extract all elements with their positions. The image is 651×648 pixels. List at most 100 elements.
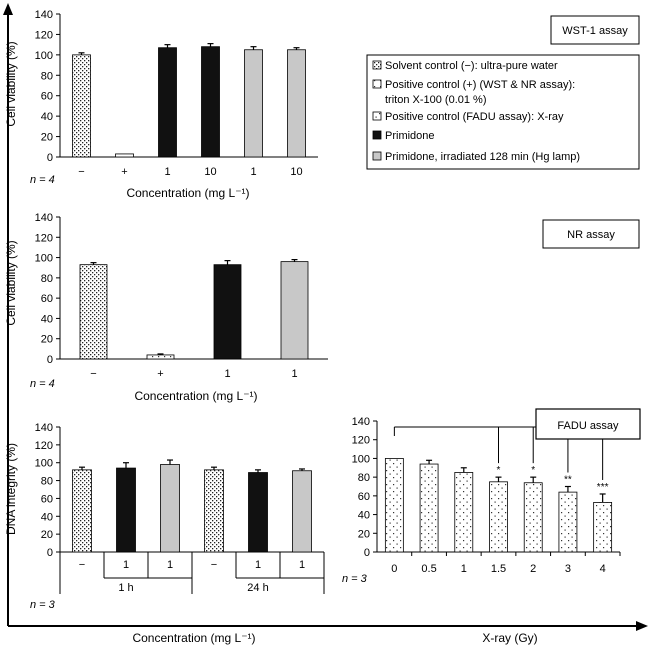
nr-category-label: − [90, 368, 96, 380]
dna-y-tick-label: 120 [35, 440, 53, 452]
dna-bar [292, 470, 312, 553]
nr-y-tick-label: 0 [47, 354, 53, 366]
fadu-y-tick-label: 100 [352, 453, 370, 465]
wst-y-tick-label: 140 [35, 9, 53, 21]
nr-bar [280, 261, 309, 360]
nr-y-tick-label: 40 [41, 313, 53, 325]
nr-category-label: + [157, 368, 163, 380]
wst-bar [72, 54, 91, 158]
legend: Solvent control (−): ultra-pure water Po… [366, 54, 640, 170]
wst-category-label: 10 [290, 166, 302, 178]
wst-y-tick-label: 40 [41, 111, 53, 123]
nr-bar [79, 264, 108, 360]
wst-y-tick-label: 100 [35, 50, 53, 62]
dna-category-label: 1 [299, 559, 305, 571]
nr-y-tick-label: 100 [35, 253, 53, 265]
nr-assay-box: NR assay [542, 219, 640, 249]
nr-y-tick-label: 120 [35, 232, 53, 244]
wst-bar [115, 153, 134, 158]
dna-bar [72, 469, 92, 553]
fadu-bar [419, 463, 439, 553]
legend-label-solvent: Solvent control (−): ultra-pure water [385, 60, 558, 72]
nr-category-label: 1 [224, 368, 230, 380]
dna-group-label: 1 h [118, 582, 133, 594]
fadu-significance-label: * [497, 465, 501, 476]
fadu-significance-label: ** [564, 475, 572, 486]
fadu-y-tick-label: 120 [352, 435, 370, 447]
fadu-category-label: 0 [391, 563, 397, 575]
dna-category-label: 1 [255, 559, 261, 571]
nr-y-tick-label: 20 [41, 334, 53, 346]
fadu-y-tick-label: 80 [358, 472, 370, 484]
legend-swatch-solvent [372, 60, 382, 70]
legend-label-primidone: Primidone [385, 130, 435, 142]
fadu-bar [558, 491, 578, 553]
fadu-y-tick-label: 60 [358, 491, 370, 503]
nr-y-tick-label: 140 [35, 212, 53, 224]
wst-panel: 0 20 40 60 80 100 120 140 − +1 10 1 10 [35, 9, 318, 178]
dna-bar [204, 469, 224, 553]
bottom-x-label: Concentration (mg L⁻¹) [132, 631, 255, 645]
nr-bar [146, 354, 175, 360]
fadu-y-tick-label: 40 [358, 510, 370, 522]
dna-panel: 0 20 40 60 80 100 120 140 − 1 1 − 1 1 1 h 24 h [35, 422, 325, 594]
wst-y-tick-label: 0 [47, 152, 53, 164]
wst-x-label: Concentration (mg L⁻¹) [126, 186, 249, 200]
svg-text:NR assay: NR assay [567, 229, 615, 241]
legend-label-positive-2: triton X-100 (0.01 %) [385, 94, 487, 106]
wst-bar [287, 49, 306, 158]
dna-y-tick-label: 140 [35, 422, 53, 434]
fadu-y-tick-label: 140 [352, 416, 370, 428]
fadu-bar [593, 502, 613, 553]
xray-x-label: X-ray (Gy) [482, 631, 537, 645]
dna-y-tick-label: 100 [35, 458, 53, 470]
dna-bar [160, 464, 180, 553]
dna-group-label: 24 h [247, 582, 268, 594]
fadu-assay-box-label: FADU assay [557, 420, 619, 432]
fadu-n-label: n = 3 [342, 573, 368, 585]
fadu-bar [523, 482, 543, 553]
dna-bar [248, 472, 268, 553]
fadu-y-tick-label: 20 [358, 528, 370, 540]
legend-swatch-primidone [372, 130, 382, 140]
fadu-category-label: 1.5 [491, 563, 506, 575]
wst-y-tick-label: 80 [41, 70, 53, 82]
dna-category-label: − [79, 559, 85, 571]
fadu-bar [454, 472, 474, 553]
wst-category-label: 1 [164, 166, 170, 178]
dna-y-tick-label: 60 [41, 493, 53, 505]
nr-n-label: n = 4 [30, 378, 55, 390]
main-x-arrowhead [636, 621, 648, 631]
main-axes [3, 3, 648, 631]
fadu-category-label: 0.5 [421, 563, 436, 575]
dna-y-tick-label: 0 [47, 547, 53, 559]
svg-text:WST-1 assay: WST-1 assay [562, 25, 628, 37]
nr-panel: 0 20 40 60 80 100 120 140 − +1 1 [35, 212, 328, 380]
legend-swatch-fadu [372, 111, 382, 121]
legend-swatch-positive [372, 79, 382, 89]
legend-label-irradiated: Primidone, irradiated 128 min (Hg lamp) [385, 151, 580, 163]
wst-category-label: − [78, 166, 84, 178]
fadu-significance-label: * [531, 465, 535, 476]
dna-y-tick-label: 40 [41, 511, 53, 523]
nr-x-label: Concentration (mg L⁻¹) [134, 389, 257, 403]
nr-category-label: 1 [291, 368, 297, 380]
wst-assay-box: WST-1 assay [550, 15, 640, 45]
fadu-bar [489, 481, 508, 553]
legend-swatch-irradiated [372, 151, 382, 161]
wst-y-tick-label: 20 [41, 132, 53, 144]
legend-label-positive-1: Positive control (+) (WST & NR assay): [385, 79, 575, 91]
dna-category-label: 1 [167, 559, 173, 571]
nr-y-tick-label: 60 [41, 293, 53, 305]
wst-category-label: 1 [250, 166, 256, 178]
fadu-assay-box [535, 408, 641, 440]
fadu-category-label: 3 [565, 563, 571, 575]
dna-y-label: DNA integrity (%) [4, 443, 18, 535]
fadu-panel: 0 20 40 60 80 100 120 140 0 0.5 1 1.5 * 2 * 3 ** 4 *** FADU… [352, 408, 641, 575]
wst-y-tick-label: 120 [35, 29, 53, 41]
dna-category-label: − [211, 559, 217, 571]
fadu-category-label: 2 [530, 563, 536, 575]
fadu-bar [384, 458, 404, 553]
dna-category-label: 1 [123, 559, 129, 571]
